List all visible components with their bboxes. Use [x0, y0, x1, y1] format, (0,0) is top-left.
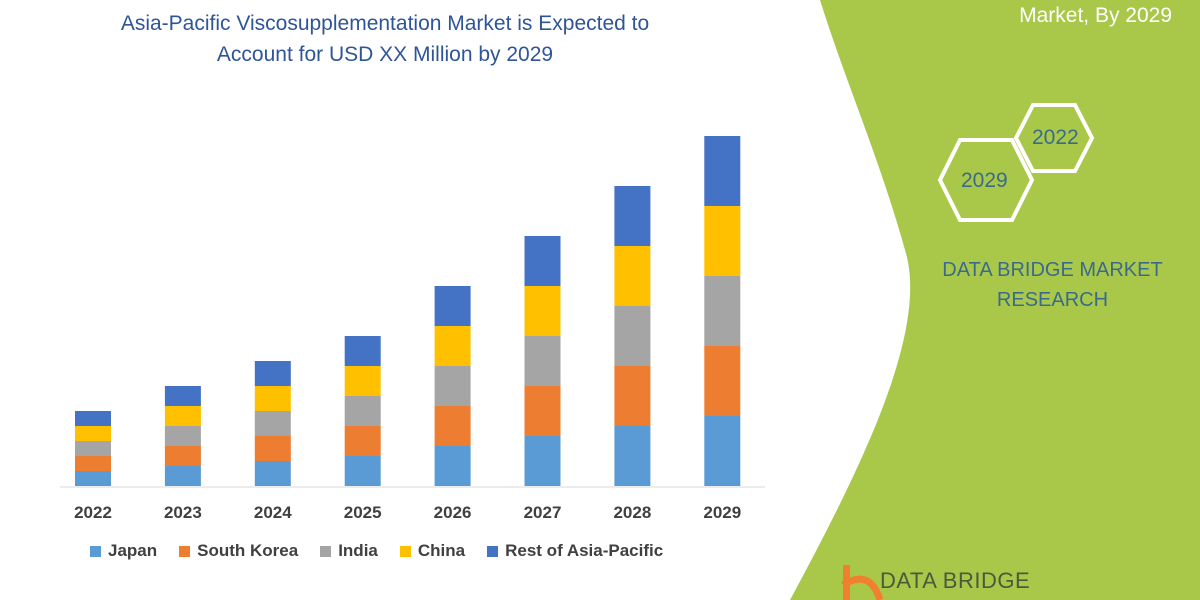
- bars-group: [75, 136, 741, 486]
- legend-swatch: [320, 545, 332, 557]
- legend-item: China: [399, 541, 466, 561]
- bar-segment-rest-of-asia-pacific-2028: [614, 186, 651, 246]
- legend-swatch: [487, 545, 499, 557]
- legend-swatch: [399, 545, 411, 557]
- logo-icon: [841, 565, 884, 600]
- bar-segment-japan-2029: [704, 416, 741, 486]
- bar-segment-south-korea-2028: [614, 366, 651, 426]
- x-tick-label: 2027: [523, 503, 562, 522]
- hexagon-2022-icon: [1013, 103, 1095, 173]
- legend: Japan South Korea India China Rest of Asia-P…: [90, 541, 685, 561]
- bar-segment-south-korea-2024: [254, 436, 291, 461]
- legend-item: Japan: [90, 541, 157, 561]
- bar-segment-india-2022: [75, 441, 111, 456]
- green-side-panel: [790, 0, 1200, 600]
- panel-heading: Market, By 2029: [1019, 4, 1172, 27]
- bar-segment-india-2029: [704, 276, 741, 346]
- hex-year-2022: 2022: [1032, 126, 1079, 149]
- title-line-2: Account for USD XX Million by 2029: [216, 43, 554, 66]
- bar-segment-china-2028: [614, 246, 651, 306]
- bar-segment-japan-2022: [75, 471, 111, 486]
- bar-segment-south-korea-2027: [524, 386, 561, 436]
- bar-segment-rest-of-asia-pacific-2023: [164, 386, 201, 406]
- bar-segment-japan-2023: [164, 466, 201, 486]
- x-tick-label: 2023: [163, 503, 202, 522]
- bar-segment-china-2025: [344, 366, 381, 396]
- bar-segment-japan-2027: [524, 436, 561, 486]
- legend-item: India: [320, 541, 378, 561]
- brand-line-2: RESEARCH: [996, 289, 1109, 311]
- bar-segment-south-korea-2023: [164, 446, 201, 466]
- bar-segment-india-2025: [344, 396, 381, 426]
- x-tick-label: 2029: [703, 503, 742, 522]
- x-tick-label: 2028: [613, 503, 652, 522]
- x-tick-label: 2024: [253, 503, 292, 522]
- legend-swatch: [179, 545, 191, 557]
- bar-segment-india-2023: [164, 426, 201, 446]
- hexagon-2029-icon: [937, 138, 1035, 222]
- bar-segment-india-2026: [434, 366, 471, 406]
- x-tick-label: 2025: [343, 503, 382, 522]
- x-tick-label: 2022: [74, 503, 112, 522]
- hex-year-2029: 2029: [961, 169, 1008, 192]
- legend-label: India: [338, 541, 378, 560]
- legend-label: Japan: [108, 541, 158, 560]
- bar-segment-south-korea-2029: [704, 346, 741, 416]
- bar-segment-china-2024: [254, 386, 291, 411]
- legend-label: South Korea: [197, 541, 299, 560]
- chart-title: Asia-Pacific Viscosupplementation Market…: [60, 8, 710, 70]
- bar-segment-south-korea-2022: [75, 456, 111, 471]
- bar-segment-rest-of-asia-pacific-2025: [344, 336, 381, 366]
- bar-segment-rest-of-asia-pacific-2026: [434, 286, 471, 326]
- bar-segment-japan-2024: [254, 461, 291, 486]
- legend-label: China: [417, 541, 466, 560]
- bar-segment-rest-of-asia-pacific-2029: [704, 136, 741, 206]
- bar-segment-india-2027: [524, 336, 561, 386]
- brand-text: DATA BRIDGE MARKET RESEARCH: [925, 255, 1180, 315]
- x-tick-label: 2026: [433, 503, 472, 522]
- bar-segment-south-korea-2026: [434, 406, 471, 446]
- logo-text: DATA BRIDGE: [880, 568, 1031, 593]
- legend-item: Rest of Asia-Pacific: [487, 541, 663, 561]
- bar-segment-rest-of-asia-pacific-2027: [524, 236, 561, 286]
- bar-segment-china-2023: [164, 406, 201, 426]
- bar-segment-japan-2028: [614, 426, 651, 486]
- bar-segment-japan-2025: [344, 456, 381, 486]
- bar-segment-india-2028: [614, 306, 651, 366]
- bar-segment-china-2027: [524, 286, 561, 336]
- bar-segment-india-2024: [254, 411, 291, 436]
- legend-swatch: [90, 545, 101, 557]
- bar-segment-china-2026: [434, 326, 471, 366]
- legend-item: South Korea: [179, 541, 298, 561]
- bar-segment-china-2022: [75, 426, 111, 441]
- brand-line-1: DATA BRIDGE MARKET: [942, 259, 1163, 281]
- bar-segment-china-2029: [704, 206, 741, 276]
- bar-segment-south-korea-2025: [344, 426, 381, 456]
- legend-label: Rest of Asia-Pacific: [505, 541, 664, 560]
- bar-segment-rest-of-asia-pacific-2024: [254, 361, 291, 386]
- title-line-1: Asia-Pacific Viscosupplementation Market…: [120, 12, 650, 35]
- bar-segment-japan-2026: [434, 446, 471, 486]
- bar-segment-rest-of-asia-pacific-2022: [75, 411, 111, 426]
